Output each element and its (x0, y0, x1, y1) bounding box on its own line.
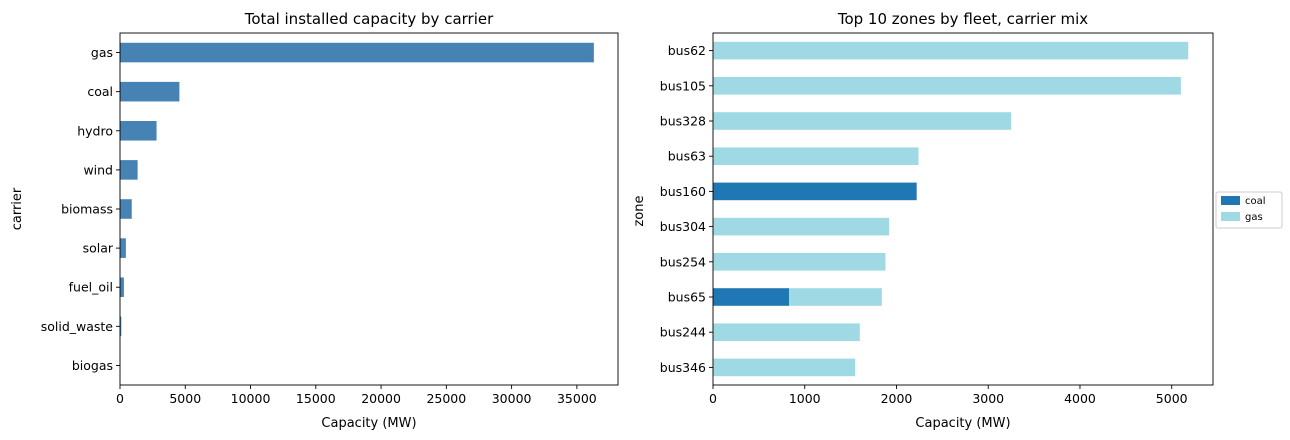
y-tick-label: bus63 (668, 149, 706, 164)
x-axis-label: Capacity (MW) (321, 416, 416, 431)
x-tick-label: 30000 (492, 391, 532, 406)
plot-frame (712, 32, 1214, 386)
chart-title: Total installed capacity by carrier (244, 10, 494, 28)
bar-hydro (120, 121, 157, 141)
y-tick-label: bus65 (668, 290, 706, 305)
y-axis-label: zone (632, 195, 647, 226)
y-tick-label: bus254 (660, 254, 706, 269)
zones-carrier-mix-chart: Top 10 zones by fleet, carrier mix bus62… (632, 10, 1283, 431)
x-tick-label: 0 (116, 391, 124, 406)
x-tick-label: 3000 (972, 391, 1004, 406)
x-tick-label: 35000 (557, 391, 597, 406)
x-tick-label: 15000 (296, 391, 336, 406)
y-tick-label: wind (83, 162, 113, 177)
y-axis-label: carrier (10, 187, 25, 230)
plot-frame (119, 32, 619, 386)
capacity-by-carrier-chart: Total installed capacity by carrier gas c… (10, 10, 619, 431)
legend-label-coal: coal (1245, 196, 1266, 207)
x-tick-label: 2000 (881, 391, 913, 406)
y-tick-label: bus304 (660, 219, 706, 234)
bar-bus105-gas (713, 77, 1181, 95)
y-tick-label: fuel_oil (69, 280, 113, 295)
bar-bus65-gas (789, 288, 882, 306)
x-tick-label: 25000 (426, 391, 466, 406)
legend-label-gas: gas (1245, 212, 1263, 223)
y-tick-label: solar (83, 241, 114, 256)
bar-gas (120, 42, 594, 63)
bar-bus346-gas (713, 358, 856, 377)
x-tick-label: 5000 (1156, 391, 1188, 406)
x-tick-label: 4000 (1064, 391, 1096, 406)
bar-bus254-gas (713, 253, 886, 271)
y-tick-label: bus105 (660, 78, 706, 93)
bar-biomass (120, 199, 132, 219)
legend-swatch-coal (1221, 196, 1240, 205)
x-tick-label: 10000 (231, 391, 271, 406)
bar-wind (120, 160, 138, 180)
bar-bus63-gas (713, 147, 919, 165)
y-tick-label: bus244 (660, 325, 706, 340)
y-tick-label: bus328 (660, 114, 706, 129)
bar-bus62-gas (713, 41, 1189, 60)
bar-fuel-oil (120, 277, 124, 297)
y-tick-label: gas (91, 45, 113, 60)
bar-bus244-gas (713, 323, 860, 341)
legend: coal gas (1215, 191, 1283, 229)
x-tick-label: 1000 (789, 391, 821, 406)
bar-bus304-gas (713, 217, 890, 236)
y-tick-label: bus346 (660, 360, 706, 375)
y-tick-label: coal (87, 84, 113, 99)
y-tick-label: bus62 (668, 43, 706, 58)
y-tick-label: biomass (61, 202, 113, 217)
y-tick-label: bus160 (660, 184, 706, 199)
legend-swatch-gas (1221, 212, 1240, 221)
bar-solid-waste (120, 316, 122, 337)
bar-bus328-gas (713, 112, 1012, 130)
bar-coal (120, 81, 180, 102)
bar-bus160-coal (713, 182, 917, 201)
chart-title: Top 10 zones by fleet, carrier mix (837, 10, 1088, 28)
x-axis-label: Capacity (MW) (915, 416, 1010, 431)
x-tick-label: 5000 (169, 391, 201, 406)
y-tick-label: hydro (77, 123, 113, 138)
bar-solar (120, 238, 126, 258)
y-tick-label: solid_waste (41, 319, 114, 334)
y-tick-label: biogas (72, 358, 113, 373)
x-tick-label: 20000 (361, 391, 401, 406)
bar-bus65-coal (713, 288, 790, 306)
x-tick-label: 0 (709, 391, 717, 406)
